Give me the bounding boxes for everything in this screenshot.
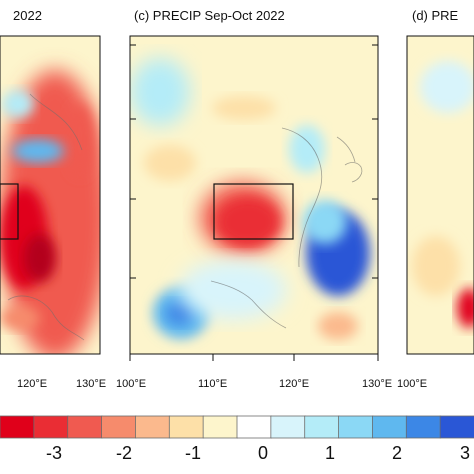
colorbar-segment	[33, 415, 69, 439]
right-panel-title: (d) PRE	[412, 8, 459, 23]
colorbar-label-neg3: -3	[46, 443, 62, 463]
colorbar-segment	[338, 415, 374, 439]
colorbar-segment	[202, 415, 238, 439]
center-x-label-110: 110°E	[198, 378, 227, 390]
left-red-upper-right	[66, 104, 94, 176]
center-x-label-120: 120°E	[279, 378, 309, 390]
center-x-label-130: 130°E	[362, 378, 392, 390]
colorbar-label-1: 1	[325, 443, 335, 463]
colorbar	[0, 415, 474, 439]
right-x-label-100: 100°E	[397, 378, 427, 390]
left-coastline-a	[7, 295, 85, 341]
center-coastline-main	[281, 127, 323, 268]
left-deep-red-b	[24, 234, 56, 282]
right-map-layer	[407, 36, 474, 354]
center-red-center	[216, 197, 280, 247]
left-blue-band	[12, 139, 64, 163]
center-orange-southeast	[318, 312, 358, 340]
colorbar-label-2: 2	[392, 443, 402, 463]
colorbar-labels: -3 -2 -1 0 1 2 3	[46, 443, 470, 463]
center-pale-orange-left	[144, 145, 196, 181]
colorbar-segment	[405, 415, 442, 439]
center-coastline-korea	[336, 136, 356, 163]
left-coastline-b	[29, 93, 83, 151]
center-coastline-island	[344, 162, 363, 183]
left-x-tick-120: 120°E	[17, 378, 47, 390]
left-panel-frame	[0, 35, 101, 355]
right-panel-frame	[406, 35, 474, 355]
colorbar-segment	[236, 415, 272, 439]
left-region-box	[0, 183, 19, 240]
colorbar-label-3: 3	[460, 443, 470, 463]
center-blue-transition	[303, 200, 347, 244]
center-light-blue-south	[179, 260, 287, 320]
center-blue-southwest-core	[166, 301, 194, 325]
left-light-blue-top	[2, 90, 34, 118]
left-x-tick-130: 130°E	[76, 378, 106, 390]
right-red-bottom	[457, 288, 474, 328]
left-panel-title: 2022	[13, 8, 42, 23]
colorbar-label-neg1: -1	[185, 443, 201, 463]
colorbar-segment	[135, 415, 171, 439]
center-panel: (c) PRECIP Sep-Oct 2022 100°E 110°E 120°…	[116, 8, 392, 390]
colorbar-segment	[101, 415, 137, 439]
left-panel: 2022 120°E 130°E	[0, 8, 106, 390]
center-x-label-100: 100°E	[116, 378, 146, 390]
center-coastline-south	[210, 280, 287, 329]
center-panel-frame	[129, 35, 379, 355]
colorbar-label-0: 0	[258, 443, 268, 463]
right-pale-orange-middle	[412, 236, 460, 296]
center-region-box	[213, 183, 294, 240]
center-pale-orange-upper-middle	[212, 96, 276, 120]
left-light-red-bottom	[0, 306, 40, 330]
center-panel-title: (c) PRECIP Sep-Oct 2022	[134, 8, 285, 23]
center-light-blue-east	[289, 125, 325, 173]
colorbar-label-neg2: -2	[116, 443, 132, 463]
right-panel: (d) PRE 100°E	[397, 8, 474, 390]
left-map-layer	[0, 36, 100, 354]
colorbar-segment	[168, 415, 205, 439]
colorbar-segment	[0, 415, 35, 439]
center-map-layer	[130, 36, 378, 354]
colorbar-segment	[270, 415, 306, 439]
right-light-blue-top	[420, 61, 474, 113]
colorbar-segment	[372, 415, 408, 439]
colorbar-segment	[304, 415, 340, 439]
center-light-blue-upper-left	[130, 58, 190, 126]
colorbar-segment	[67, 415, 103, 439]
colorbar-segment	[439, 415, 474, 439]
